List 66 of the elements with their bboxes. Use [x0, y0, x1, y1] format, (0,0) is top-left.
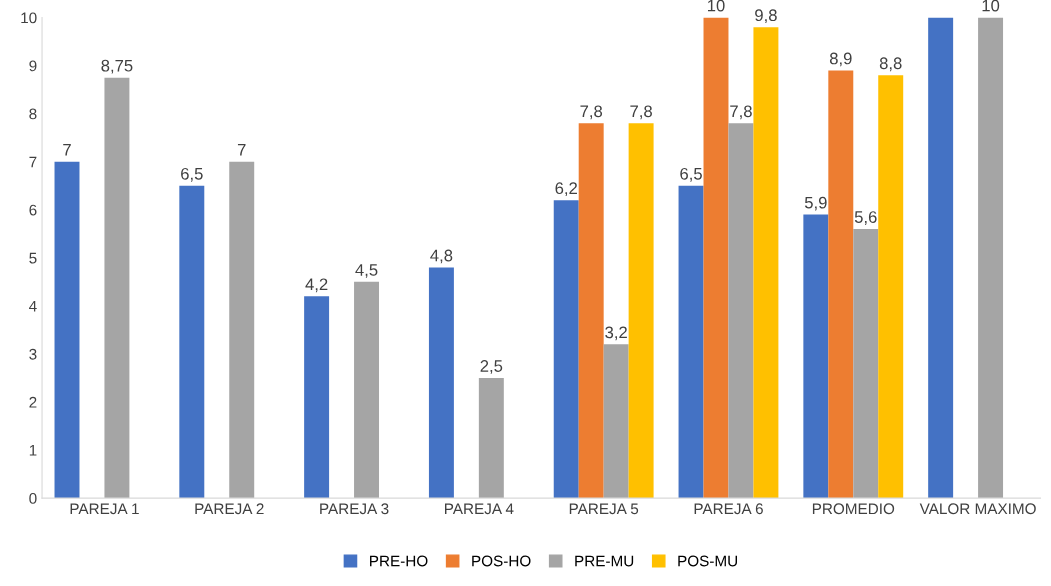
data-label: 8,75	[101, 59, 133, 74]
bar	[628, 123, 654, 499]
bar	[753, 27, 779, 499]
y-tick-label: 0	[29, 492, 37, 504]
bar	[553, 200, 579, 499]
bar	[104, 77, 130, 499]
data-label: 2,5	[480, 360, 503, 374]
data-label: 4,2	[305, 278, 328, 293]
bar	[878, 75, 904, 499]
data-label: 9,8	[755, 9, 777, 24]
bar	[978, 17, 1004, 499]
data-label: 7,8	[580, 105, 603, 120]
x-tick-label: VALOR MAXIMO	[919, 503, 1036, 515]
data-label: 7	[237, 144, 246, 156]
data-label: 6,2	[555, 182, 577, 197]
bar	[354, 281, 380, 499]
bar	[229, 161, 255, 499]
legend-label: PRE-MU	[575, 555, 634, 567]
bar	[803, 214, 829, 499]
bar	[428, 267, 454, 499]
x-tick-label: PROMEDIO	[812, 503, 895, 515]
data-label: 6,5	[680, 167, 702, 182]
legend-label: POS-HO	[472, 555, 531, 567]
bar	[828, 70, 854, 499]
data-label: 7,8	[730, 105, 752, 120]
data-label: 10	[708, 0, 725, 12]
x-tick-label: PAREJA 3	[320, 503, 389, 515]
y-tick-label: 5	[29, 252, 37, 264]
y-tick-label: 2	[29, 396, 37, 408]
data-label: 5,6	[854, 211, 877, 225]
bar	[853, 229, 879, 499]
bar	[179, 185, 205, 499]
x-tick-label: PAREJA 1	[70, 503, 139, 515]
data-label: 3,2	[605, 326, 627, 341]
bar	[678, 185, 704, 499]
y-tick-label: 7	[29, 156, 37, 168]
y-tick-label: 10	[21, 12, 37, 24]
data-label: 10	[982, 0, 1000, 12]
bar	[703, 17, 729, 499]
x-tick-label: PAREJA 5	[569, 503, 639, 515]
bar	[304, 296, 330, 499]
data-label: 8,8	[879, 57, 902, 72]
data-label: 7,8	[630, 105, 652, 120]
x-tick-label: PAREJA 4	[445, 503, 514, 515]
legend-label: PRE-HO	[370, 555, 428, 567]
bar	[728, 123, 754, 499]
x-tick-label: PAREJA 2	[195, 503, 264, 515]
legend-label: POS-MU	[678, 555, 737, 567]
data-label: 5,9	[804, 196, 827, 211]
data-label: 8,9	[829, 52, 852, 67]
data-label: 6,5	[181, 167, 203, 182]
bar	[603, 344, 629, 499]
bar	[54, 161, 80, 499]
data-label: 4,8	[430, 249, 453, 264]
bar	[928, 17, 954, 499]
data-label: 4,5	[355, 264, 378, 278]
data-label: 7	[63, 144, 71, 156]
y-tick-label: 3	[29, 348, 37, 360]
y-tick-label: 8	[29, 108, 37, 120]
y-tick-label: 1	[29, 445, 37, 456]
x-tick-label: PAREJA 6	[694, 503, 763, 515]
bar	[578, 123, 604, 499]
y-tick-label: 4	[29, 300, 37, 312]
bar	[478, 377, 504, 499]
y-tick-label: 6	[29, 204, 37, 216]
y-tick-label: 9	[29, 60, 37, 72]
